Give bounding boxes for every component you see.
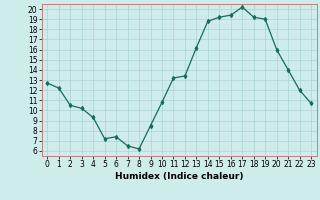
X-axis label: Humidex (Indice chaleur): Humidex (Indice chaleur)	[115, 172, 244, 181]
